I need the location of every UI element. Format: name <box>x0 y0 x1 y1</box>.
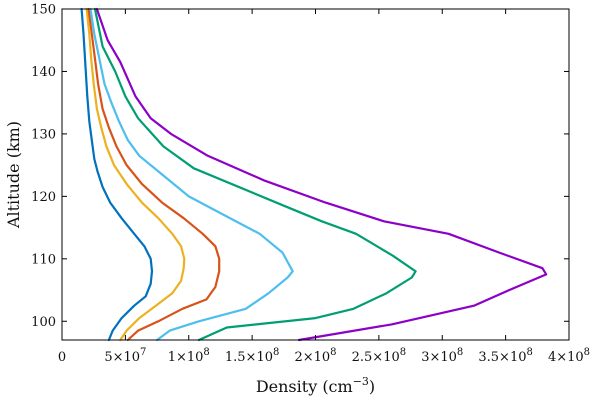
x-tick-label-mantissa: 2.5×10 <box>352 350 400 365</box>
x-tick-label-exponent: 8 <box>203 347 209 358</box>
y-axis-label: Altitude (km) <box>4 121 23 229</box>
x-axis-label-exponent: −3 <box>353 375 369 388</box>
series-layer <box>80 7 548 342</box>
x-tick-label-mantissa: 4×10 <box>548 350 584 365</box>
x-tick-label: 3×108 <box>421 347 463 365</box>
x-axis-ticks: 0 5×107 1×108 1.5×108 2×108 2.5×108 3×108 3.5×1… <box>58 9 590 365</box>
x-tick-label: 1.5×108 <box>225 347 279 365</box>
x-tick-label-mantissa: 2×10 <box>294 350 330 365</box>
x-tick-label-mantissa: 1×10 <box>168 350 204 365</box>
x-tick-label-exponent: 8 <box>273 347 279 358</box>
x-axis-label: Density (cm−3) <box>256 375 375 396</box>
x-tick-label: 1×108 <box>168 347 210 365</box>
x-tick-label: 2×108 <box>294 347 336 365</box>
series-line-5 <box>93 7 417 342</box>
x-tick-label: 4×108 <box>548 347 590 365</box>
x-tick-label: 5×107 <box>104 347 146 365</box>
y-tick-label: 130 <box>31 127 56 142</box>
x-tick-label-mantissa: 0 <box>58 350 66 365</box>
y-tick-label: 150 <box>31 3 56 18</box>
x-tick-label-exponent: 8 <box>330 347 336 358</box>
plot-frame <box>61 8 570 341</box>
series-line-6 <box>95 7 548 342</box>
series-line-3 <box>87 7 221 342</box>
y-tick-label: 120 <box>31 190 56 205</box>
y-tick-label: 100 <box>31 315 56 330</box>
x-tick-label-exponent: 8 <box>584 347 590 358</box>
series-line-1 <box>80 7 154 342</box>
y-tick-label: 140 <box>31 65 56 80</box>
x-tick-label-exponent: 8 <box>400 347 406 358</box>
x-tick-label-mantissa: 3.5×10 <box>478 350 526 365</box>
y-axis-ticks: 100 110 120 130 140 150 <box>31 3 569 330</box>
x-tick-label-mantissa: 1.5×10 <box>225 350 273 365</box>
series-line-2 <box>85 7 186 342</box>
y-tick-label: 110 <box>31 252 56 267</box>
x-tick-label-mantissa: 3×10 <box>421 350 457 365</box>
x-tick-label-mantissa: 5×10 <box>104 350 140 365</box>
x-tick-label-exponent: 8 <box>457 347 463 358</box>
x-tick-label-exponent: 7 <box>140 347 146 358</box>
x-tick-label: 0 <box>58 350 66 365</box>
series-line-4 <box>89 7 294 342</box>
x-tick-label-exponent: 8 <box>526 347 532 358</box>
x-tick-label: 3.5×108 <box>478 347 532 365</box>
x-axis-label-main: Density (cm <box>256 377 353 396</box>
x-axis-label-close: ) <box>369 377 375 396</box>
x-tick-label: 2.5×108 <box>352 347 406 365</box>
